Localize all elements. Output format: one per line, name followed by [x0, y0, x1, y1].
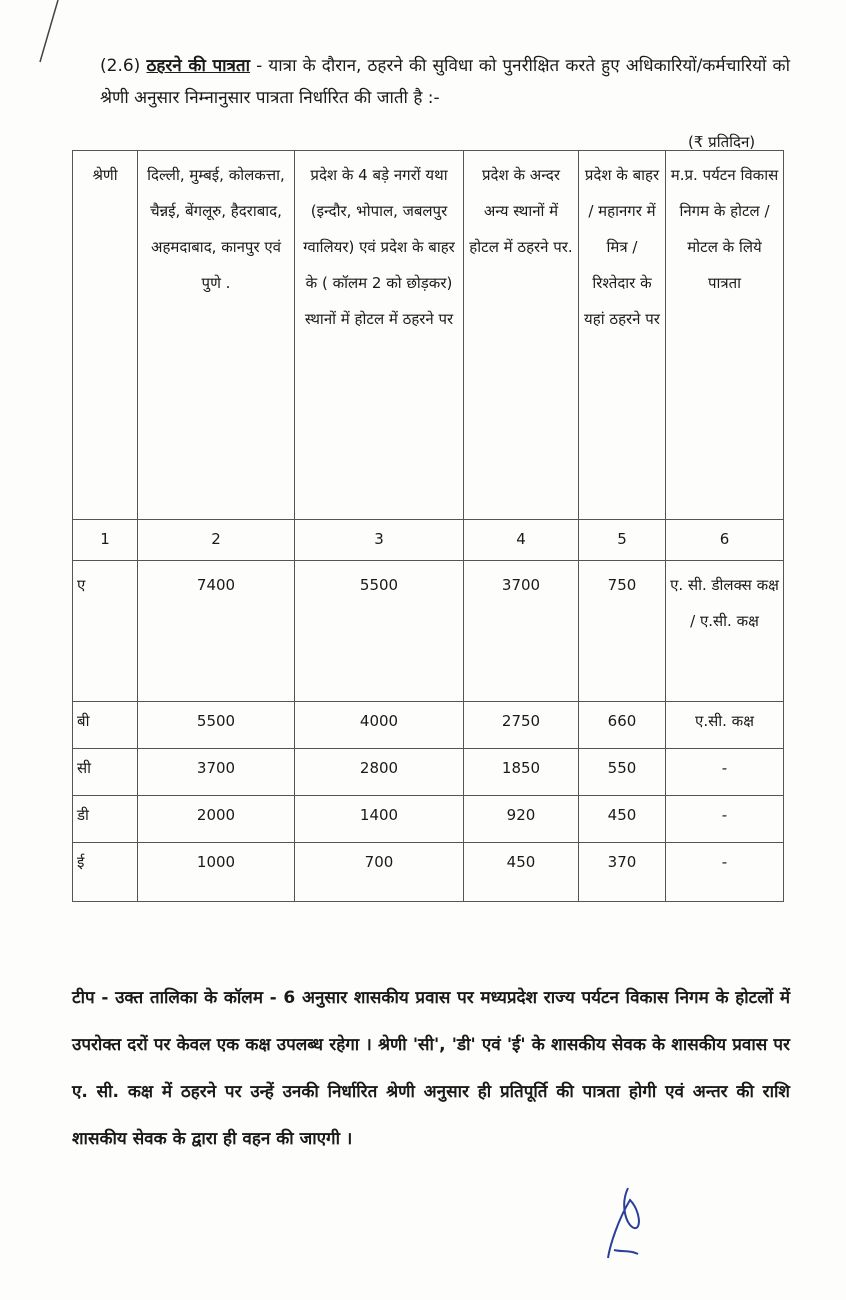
table-row: डी 2000 1400 920 450 - [72, 795, 784, 843]
eligibility-cell: - [665, 842, 784, 902]
rate-cell: 1400 [294, 795, 464, 843]
category-cell: डी [72, 795, 138, 843]
eligibility-cell: - [665, 748, 784, 796]
table-row: सी 3700 2800 1850 550 - [72, 748, 784, 796]
column-number: 6 [665, 519, 784, 561]
rate-cell: 660 [578, 701, 666, 749]
category-cell: ए [72, 560, 138, 702]
rate-cell: 2000 [137, 795, 295, 843]
rate-cell: 5500 [294, 560, 464, 702]
category-cell: ई [72, 842, 138, 902]
table-row: ए 7400 5500 3700 750 ए. सी. डीलक्स कक्ष … [72, 560, 784, 702]
column-number: 5 [578, 519, 666, 561]
rate-cell: 2750 [463, 701, 579, 749]
section-number: (2.6) [100, 56, 141, 76]
rate-cell: 450 [463, 842, 579, 902]
section-text: - यात्रा के दौरान, ठहरने की सुविधा को पु… [100, 56, 790, 108]
header-cell: श्रेणी [72, 150, 138, 520]
rate-cell: 1000 [137, 842, 295, 902]
rate-cell: 2800 [294, 748, 464, 796]
section-paragraph: (2.6) ठहरने की पात्रता - यात्रा के दौरान… [100, 50, 790, 114]
scan-edge-line [39, 0, 59, 63]
rate-cell: 450 [578, 795, 666, 843]
header-cell: प्रदेश के 4 बड़े नगरों यथा (इन्दौर, भोपा… [294, 150, 464, 520]
category-cell: सी [72, 748, 138, 796]
rate-cell: 1850 [463, 748, 579, 796]
footnote: टीप - उक्त तालिका के कॉलम - 6 अनुसार शास… [72, 988, 790, 1149]
eligibility-table: श्रेणी दिल्ली, मुम्बई, कोलकत्ता, चैन्नई,… [72, 150, 784, 902]
section-heading: ठहरने की पात्रता [146, 56, 251, 76]
column-number-row: 1 2 3 4 5 6 [72, 519, 784, 561]
eligibility-cell: - [665, 795, 784, 843]
header-cell: प्रदेश के अन्दर अन्य स्थानों में होटल मे… [463, 150, 579, 520]
column-number: 2 [137, 519, 295, 561]
header-cell: प्रदेश के बाहर / महानगर में मित्र / रिश्… [578, 150, 666, 520]
column-number: 3 [294, 519, 464, 561]
rate-cell: 7400 [137, 560, 295, 702]
rate-cell: 3700 [137, 748, 295, 796]
rate-cell: 550 [578, 748, 666, 796]
rate-cell: 920 [463, 795, 579, 843]
category-cell: बी [72, 701, 138, 749]
column-number: 4 [463, 519, 579, 561]
rate-cell: 370 [578, 842, 666, 902]
column-number: 1 [72, 519, 138, 561]
signature [607, 1187, 640, 1259]
unit-label: (₹ प्रतिदिन) [688, 133, 756, 151]
table-row: ई 1000 700 450 370 - [72, 842, 784, 902]
rate-cell: 4000 [294, 701, 464, 749]
rate-cell: 750 [578, 560, 666, 702]
rate-cell: 700 [294, 842, 464, 902]
table-row: बी 5500 4000 2750 660 ए.सी. कक्ष [72, 701, 784, 749]
eligibility-cell: ए.सी. कक्ष [665, 701, 784, 749]
rate-cell: 5500 [137, 701, 295, 749]
header-cell: दिल्ली, मुम्बई, कोलकत्ता, चैन्नई, बेंगलू… [137, 150, 295, 520]
table-header-row: श्रेणी दिल्ली, मुम्बई, कोलकत्ता, चैन्नई,… [72, 150, 784, 520]
header-cell: म.प्र. पर्यटन विकास निगम के होटल / मोटल … [665, 150, 784, 520]
rate-cell: 3700 [463, 560, 579, 702]
eligibility-cell: ए. सी. डीलक्स कक्ष / ए.सी. कक्ष [665, 560, 784, 702]
